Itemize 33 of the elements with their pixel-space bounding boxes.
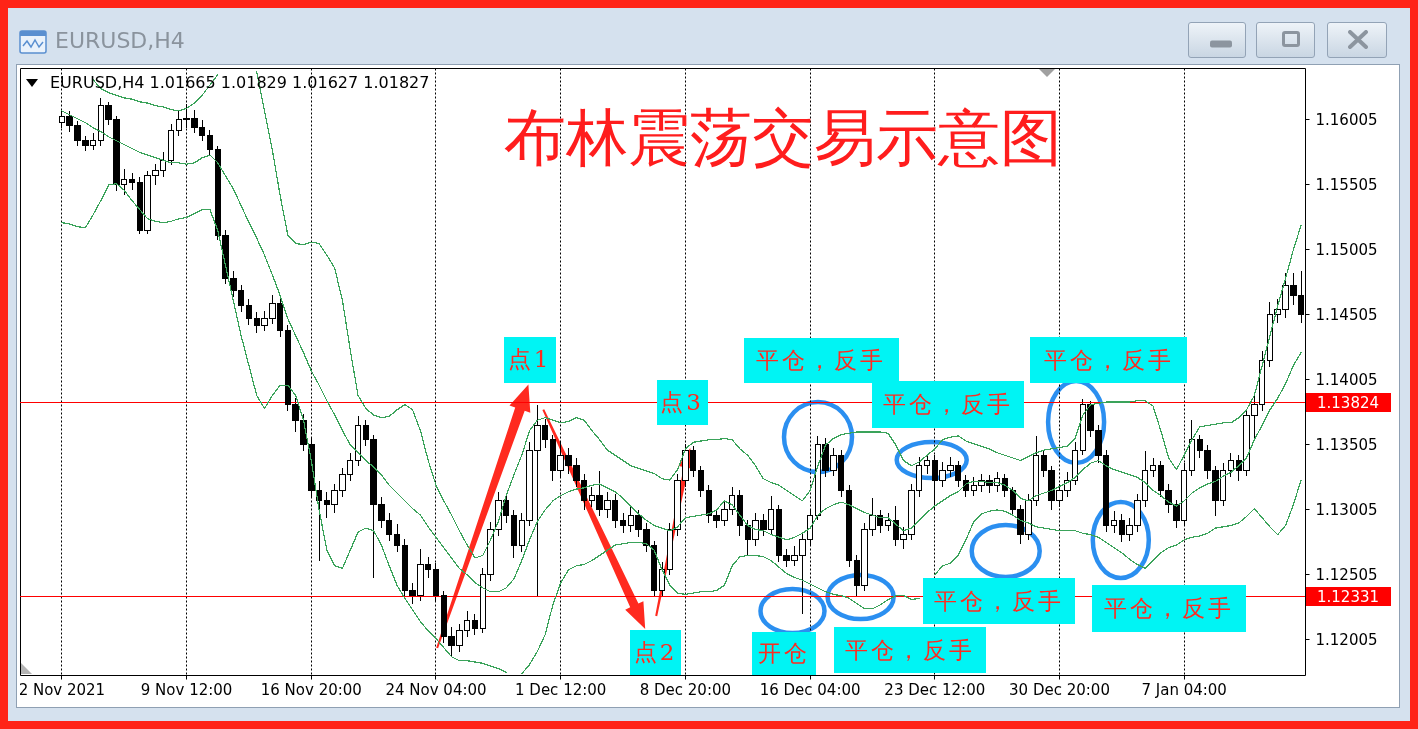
x-tick-label: 9 Nov 12:00 <box>140 680 233 699</box>
y-tick-label: 1.16005 <box>1315 110 1378 129</box>
annotation: 平仓，反手 <box>872 381 1025 428</box>
y-tick-label: 1.15005 <box>1315 240 1378 259</box>
x-tick-label: 16 Nov 20:00 <box>260 680 362 699</box>
y-tick-label: 1.14505 <box>1315 305 1378 324</box>
x-tick-label: 23 Dec 12:00 <box>884 680 986 699</box>
text: EURUSD,H4 <box>55 28 185 53</box>
annotation: 点2 <box>630 630 682 675</box>
annotation: 点1 <box>503 336 556 383</box>
x-tick-label: 24 Nov 04:00 <box>385 680 487 699</box>
annotation: 开仓 <box>751 632 816 675</box>
y-tick-label: 1.14005 <box>1315 370 1378 389</box>
annotation: 平仓，反手 <box>743 338 899 383</box>
x-tick-label: 2 Nov 2021 <box>18 680 106 699</box>
y-tick-label: 1.13505 <box>1315 435 1378 454</box>
annotation: 平仓，反手 <box>833 627 986 673</box>
annotation: 平仓，反手 <box>1091 585 1246 632</box>
annotation: 平仓，反手 <box>1030 337 1188 383</box>
annotation: 平仓，反手 <box>923 578 1076 624</box>
x-tick-label: 8 Dec 20:00 <box>639 680 732 699</box>
x-tick-label: 30 Dec 20:00 <box>1009 680 1110 699</box>
ref-line-label: 1.13824 <box>1316 393 1380 412</box>
y-tick-label: 1.13005 <box>1315 500 1378 519</box>
y-tick-label: 1.12505 <box>1315 565 1378 584</box>
text: 布林震荡交易示意图 <box>504 101 1062 174</box>
x-tick-label: 1 Dec 12:00 <box>515 680 607 699</box>
annotation: 点3 <box>656 380 708 425</box>
x-tick-label: 16 Dec 04:00 <box>759 680 861 699</box>
y-tick-label: 1.12005 <box>1315 630 1378 649</box>
ref-line-label: 1.12331 <box>1316 587 1380 606</box>
y-tick-label: 1.15505 <box>1315 175 1378 194</box>
x-tick-label: 7 Jan 04:00 <box>1141 680 1227 699</box>
